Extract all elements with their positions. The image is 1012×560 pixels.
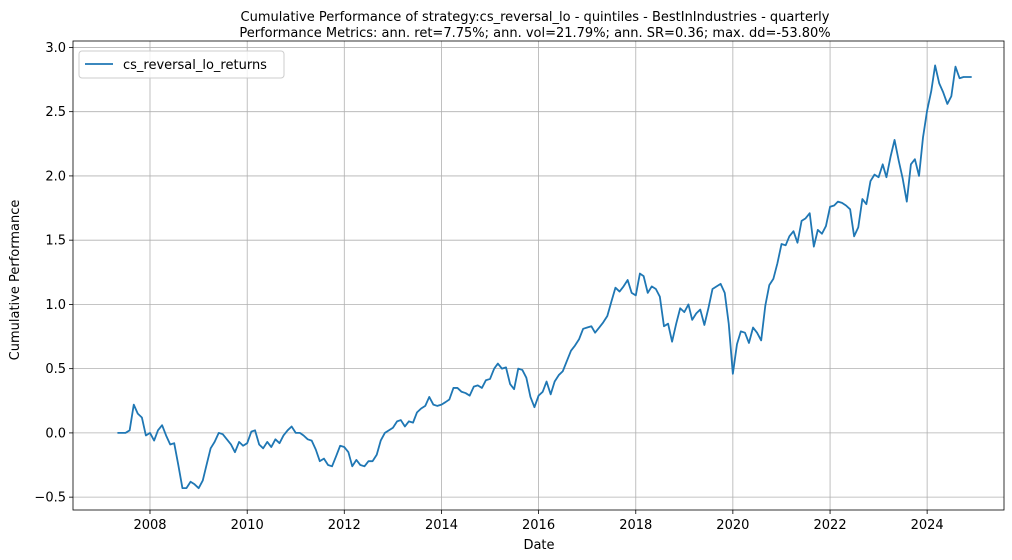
legend: cs_reversal_lo_returns: [78, 50, 285, 79]
grid-lines: [73, 41, 1004, 510]
x-tick-label: 2008: [133, 518, 166, 533]
chart-title: Cumulative Performance of strategy:cs_re…: [241, 10, 830, 25]
y-tick-label: 0.5: [45, 362, 66, 377]
y-axis-label: Cumulative Performance: [8, 200, 23, 361]
series-line-cs_reversal_lo_returns: [117, 64, 972, 490]
y-tick-label: 0.0: [45, 426, 66, 441]
x-tick-label: 2020: [716, 518, 749, 533]
legend-box: [78, 50, 285, 79]
y-tick-label: 2.0: [45, 169, 66, 184]
x-tick-label: 2022: [814, 518, 847, 533]
x-tick-label: 2010: [231, 518, 264, 533]
x-tick-label: 2016: [522, 518, 555, 533]
legend-label: cs_reversal_lo_returns: [123, 58, 267, 73]
x-axis-label: Date: [523, 538, 554, 553]
x-axis: 2008 2010 2012 2014 2016 2018 2020 2022 2024: [133, 510, 944, 533]
y-tick-label: 3.0: [45, 41, 66, 56]
y-tick-label: 1.0: [45, 298, 66, 313]
y-tick-label: −0.5: [34, 491, 66, 506]
chart-subtitle: Performance Metrics: ann. ret=7.75%; ann…: [239, 26, 830, 41]
x-tick-label: 2014: [425, 518, 458, 533]
y-tick-label: 2.5: [45, 105, 66, 120]
x-tick-label: 2024: [911, 518, 944, 533]
series-layer: [117, 64, 972, 490]
y-axis: −0.5 0.0 0.5 1.0 1.5 2.0 2.5 3.0: [34, 41, 73, 506]
y-tick-label: 1.5: [45, 234, 66, 249]
x-tick-label: 2018: [619, 518, 652, 533]
x-tick-label: 2012: [328, 518, 361, 533]
